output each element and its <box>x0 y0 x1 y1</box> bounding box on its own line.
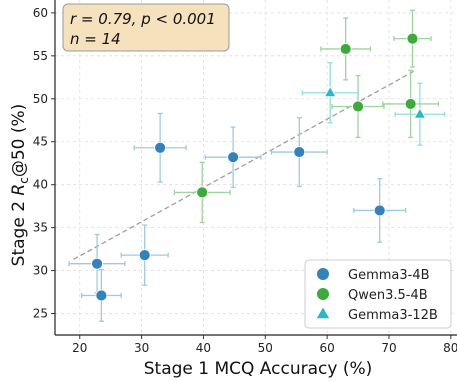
legend-label: Gemma3-4B <box>348 268 430 283</box>
data-point <box>227 151 240 164</box>
grid <box>55 0 457 335</box>
x-tick-label: 50 <box>258 341 273 355</box>
data-point <box>154 141 167 154</box>
y-tick-label: 30 <box>33 264 48 278</box>
x-tick-label: 40 <box>196 341 211 355</box>
data-point <box>352 100 364 113</box>
correlation-stats: r = 0.79, p < 0.001 <box>70 10 216 28</box>
trendline <box>73 70 415 260</box>
data-point-triangle <box>413 107 427 119</box>
data-point <box>293 146 306 158</box>
y-tick-label: 40 <box>33 178 48 192</box>
data-point <box>95 289 108 302</box>
data-point <box>373 204 386 217</box>
data-point <box>339 43 352 55</box>
stats-box: r = 0.79, p < 0.001 n = 14 <box>62 3 230 52</box>
y-tick-label: 25 <box>33 307 48 321</box>
y-tick-label: 45 <box>33 135 48 149</box>
legend: Gemma3-4B Qwen3.5-4B Gemma3-12B <box>304 259 452 329</box>
x-tick-label: 30 <box>134 341 149 355</box>
axes <box>51 0 457 339</box>
data-point <box>404 98 417 110</box>
data-point <box>196 186 209 199</box>
y-axis-label: Stage 2 Rc@50 (%) <box>9 104 31 267</box>
y-tick-label: 60 <box>33 6 48 20</box>
y-tick-label: 35 <box>33 221 48 235</box>
legend-marker-triangle <box>316 307 330 319</box>
sample-size: n = 14 <box>70 30 121 48</box>
trend-line <box>73 70 415 260</box>
tick-labels: 20 30 40 50 60 70 80 25 30 35 40 45 50 55 60 <box>33 6 457 355</box>
y-tick-label: 55 <box>33 49 48 63</box>
legend-label: Qwen3.5-4B <box>348 288 428 303</box>
x-tick-label: 80 <box>443 341 457 355</box>
legend-label: Gemma3-12B <box>348 308 438 323</box>
data-point <box>138 249 151 262</box>
data-point <box>406 32 419 45</box>
data-point-triangle <box>323 85 337 98</box>
legend-marker <box>317 288 329 300</box>
y-tick-label: 50 <box>33 92 48 106</box>
x-tick-label: 70 <box>381 341 396 355</box>
data-point <box>91 257 103 270</box>
x-tick-label: 60 <box>319 341 334 355</box>
legend-marker <box>317 268 329 280</box>
data-points <box>68 9 446 322</box>
x-axis-label: Stage 1 MCQ Accuracy (%) <box>144 359 373 379</box>
x-tick-label: 20 <box>72 341 87 355</box>
